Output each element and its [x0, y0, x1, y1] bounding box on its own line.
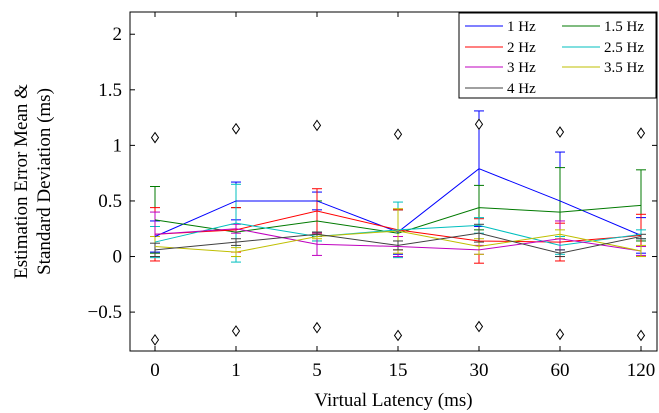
y-tick-label: 1 [113, 135, 123, 156]
diamond-marker [150, 334, 160, 346]
series-line [154, 204, 642, 234]
y-axis-label-line-1: Estimation Error Mean & [11, 84, 32, 279]
series-line [154, 230, 642, 253]
series-lines [154, 168, 642, 254]
x-tick-label: 0 [150, 360, 160, 381]
diamond-marker [312, 321, 322, 334]
x-tick-label: 15 [389, 360, 408, 381]
legend-label: 2.5 Hz [604, 40, 644, 56]
y-tick-label: 0 [113, 247, 123, 268]
diamond-marker [555, 126, 565, 138]
diamond-marker [393, 329, 403, 342]
x-tick-label: 120 [627, 360, 656, 381]
x-tick-label: 30 [470, 360, 489, 381]
diamond-marker [474, 320, 484, 333]
diamond-marker [636, 329, 646, 342]
y-tick-label: 1.5 [98, 80, 122, 101]
x-tick-label: 1 [231, 360, 241, 381]
y-tick-label: 0.5 [98, 191, 122, 212]
diamond-marker [312, 119, 322, 132]
series-line [154, 232, 642, 254]
diamond-marker [474, 118, 484, 131]
legend-label: 1 Hz [507, 19, 536, 35]
legend-label: 3 Hz [507, 60, 536, 76]
legend-label: 2 Hz [507, 40, 536, 56]
legend: 1 Hz 1.5 Hz 2 Hz 2.5 Hz 3 Hz 3.5 Hz 4 Hz [458, 12, 657, 99]
series-line [154, 228, 642, 252]
legend-box [458, 12, 657, 99]
diamond-markers [150, 118, 646, 346]
x-tick-label: 5 [312, 360, 322, 381]
series-line [154, 168, 642, 237]
axis-ticks: 0 1 5 15 30 60 120−0.500.511.52 [88, 12, 657, 381]
series-line [154, 222, 642, 246]
y-axis-label-line-2: Standard Deviation (ms) [34, 88, 55, 275]
legend-label: 3.5 Hz [604, 60, 644, 76]
y-tick-label: 2 [113, 24, 123, 45]
diamond-marker [231, 122, 241, 135]
diamond-marker [393, 128, 403, 141]
x-axis-label: Virtual Latency (ms) [314, 390, 472, 411]
legend-label: 1.5 Hz [604, 19, 644, 35]
legend-label: 4 Hz [507, 81, 536, 97]
y-tick-label: −0.5 [88, 302, 122, 323]
diamond-marker [636, 127, 646, 140]
diamond-marker [231, 325, 241, 337]
plot-area-frame [129, 11, 658, 352]
x-tick-label: 60 [551, 360, 570, 381]
diamond-marker [150, 131, 160, 144]
diamond-marker [555, 328, 565, 341]
